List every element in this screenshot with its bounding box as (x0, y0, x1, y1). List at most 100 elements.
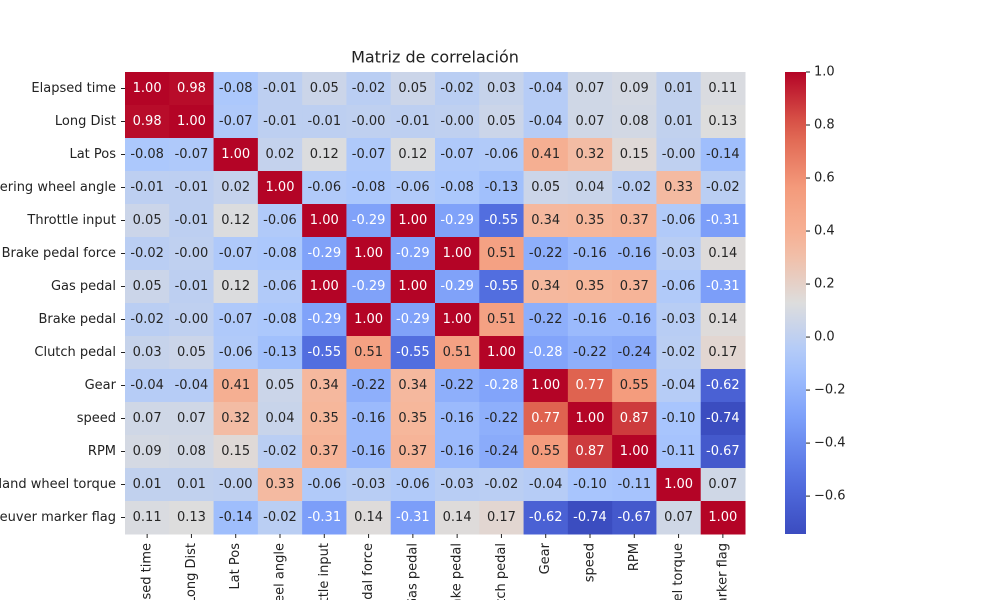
cell-label: -0.06 (307, 180, 341, 195)
cell-label: 0.15 (620, 147, 649, 162)
heatmap-cell (390, 171, 436, 205)
heatmap-cell (523, 369, 569, 403)
heatmap-cell (435, 105, 480, 139)
heatmap-cell (257, 303, 303, 337)
cell-label: 0.01 (133, 477, 162, 492)
y-tick-label: Hand wheel torque (0, 477, 116, 492)
cell-label: 0.07 (576, 114, 605, 129)
cell-label: -0.06 (485, 147, 519, 162)
colorbar-tick-label: 0.0 (814, 330, 835, 345)
heatmap-cell (169, 204, 215, 238)
heatmap-cell (523, 336, 569, 370)
cell-label: 0.55 (531, 444, 560, 459)
heatmap-cell (390, 369, 436, 403)
heatmap-cell (213, 468, 259, 502)
heatmap-cell (567, 435, 613, 469)
heatmap-cell (257, 237, 303, 271)
heatmap-cell (612, 402, 657, 436)
heatmap-cell (700, 402, 746, 436)
heatmap-cell (302, 72, 347, 106)
heatmap-cell (612, 138, 657, 172)
y-tick-label: Gear (85, 378, 117, 393)
heatmap-cell (213, 435, 259, 469)
cell-label: -0.08 (440, 180, 474, 195)
heatmap-cell (435, 402, 480, 436)
heatmap-cell (612, 501, 657, 535)
heatmap-cell (700, 303, 746, 337)
heatmap-cell (479, 402, 525, 436)
cell-label: -0.03 (352, 477, 386, 492)
heatmap-cell (125, 270, 170, 304)
cell-label: -0.04 (529, 81, 563, 96)
heatmap-cell (257, 72, 303, 106)
cell-label: -0.29 (352, 279, 386, 294)
x-tick-label: Throttle input (317, 543, 332, 600)
heatmap-cell (125, 369, 170, 403)
cell-label: -0.14 (219, 510, 253, 525)
heatmap-cell (435, 336, 480, 370)
cell-label: 0.05 (398, 81, 427, 96)
cell-label: 0.04 (266, 411, 295, 426)
heatmap-cell (346, 72, 392, 106)
cell-label: -0.06 (396, 180, 430, 195)
heatmap-cell (390, 72, 436, 106)
heatmap-cell (567, 237, 613, 271)
colorbar (785, 72, 806, 534)
cell-label: 0.15 (221, 444, 250, 459)
heatmap-cell (612, 105, 657, 139)
cell-label: 0.98 (177, 81, 206, 96)
heatmap-cell (612, 237, 657, 271)
cell-label: 0.33 (664, 180, 693, 195)
heatmap-cell (213, 204, 259, 238)
cell-label: 0.09 (133, 444, 162, 459)
heatmap-cell (169, 336, 215, 370)
cell-label: -0.22 (573, 345, 607, 360)
heatmap-cell (346, 171, 392, 205)
cell-label: -0.62 (529, 510, 563, 525)
y-tick-label: RPM (88, 444, 116, 459)
heatmap-cell (390, 237, 436, 271)
heatmap-cell (700, 204, 746, 238)
y-tick-label: Brake pedal (38, 312, 116, 327)
heatmap-cell (302, 336, 347, 370)
cell-label: -0.07 (219, 246, 253, 261)
cell-label: 1.00 (354, 312, 383, 327)
cell-label: -0.28 (485, 378, 519, 393)
x-tick-label: Clutch pedal (494, 543, 509, 600)
cell-label: -0.16 (573, 312, 607, 327)
cell-label: 0.07 (177, 411, 206, 426)
cell-label: 0.37 (620, 213, 649, 228)
cell-label: 0.07 (664, 510, 693, 525)
heatmap-cell (302, 237, 347, 271)
heatmap-cell (523, 138, 569, 172)
heatmap-cell (435, 171, 480, 205)
cell-label: 1.00 (310, 279, 339, 294)
cell-label: -0.29 (440, 279, 474, 294)
cell-label: 0.51 (487, 246, 516, 261)
heatmap-cell (435, 138, 480, 172)
heatmap-cell (612, 270, 657, 304)
heatmap-cell (257, 336, 303, 370)
cell-label: -0.29 (352, 213, 386, 228)
heatmap-cell (346, 138, 392, 172)
heatmap-cell (523, 402, 569, 436)
heatmap-cell (302, 468, 347, 502)
heatmap-cell (257, 435, 303, 469)
heatmap-cell (479, 369, 525, 403)
heatmap-cell (257, 468, 303, 502)
heatmap-cell (523, 435, 569, 469)
cell-label: -0.07 (440, 147, 474, 162)
heatmap-cell (700, 138, 746, 172)
heatmap-cell (257, 501, 303, 535)
cell-label: 1.00 (310, 213, 339, 228)
heatmap-cell (612, 369, 657, 403)
cell-label: -0.01 (130, 180, 164, 195)
heatmap-cell (346, 402, 392, 436)
heatmap-cell (169, 171, 215, 205)
heatmap-cell (302, 270, 347, 304)
cell-label: -0.01 (263, 81, 297, 96)
heatmap-cell (656, 369, 702, 403)
heatmap-cell (169, 72, 215, 106)
cell-label: -0.31 (706, 279, 740, 294)
heatmap-cell (346, 204, 392, 238)
